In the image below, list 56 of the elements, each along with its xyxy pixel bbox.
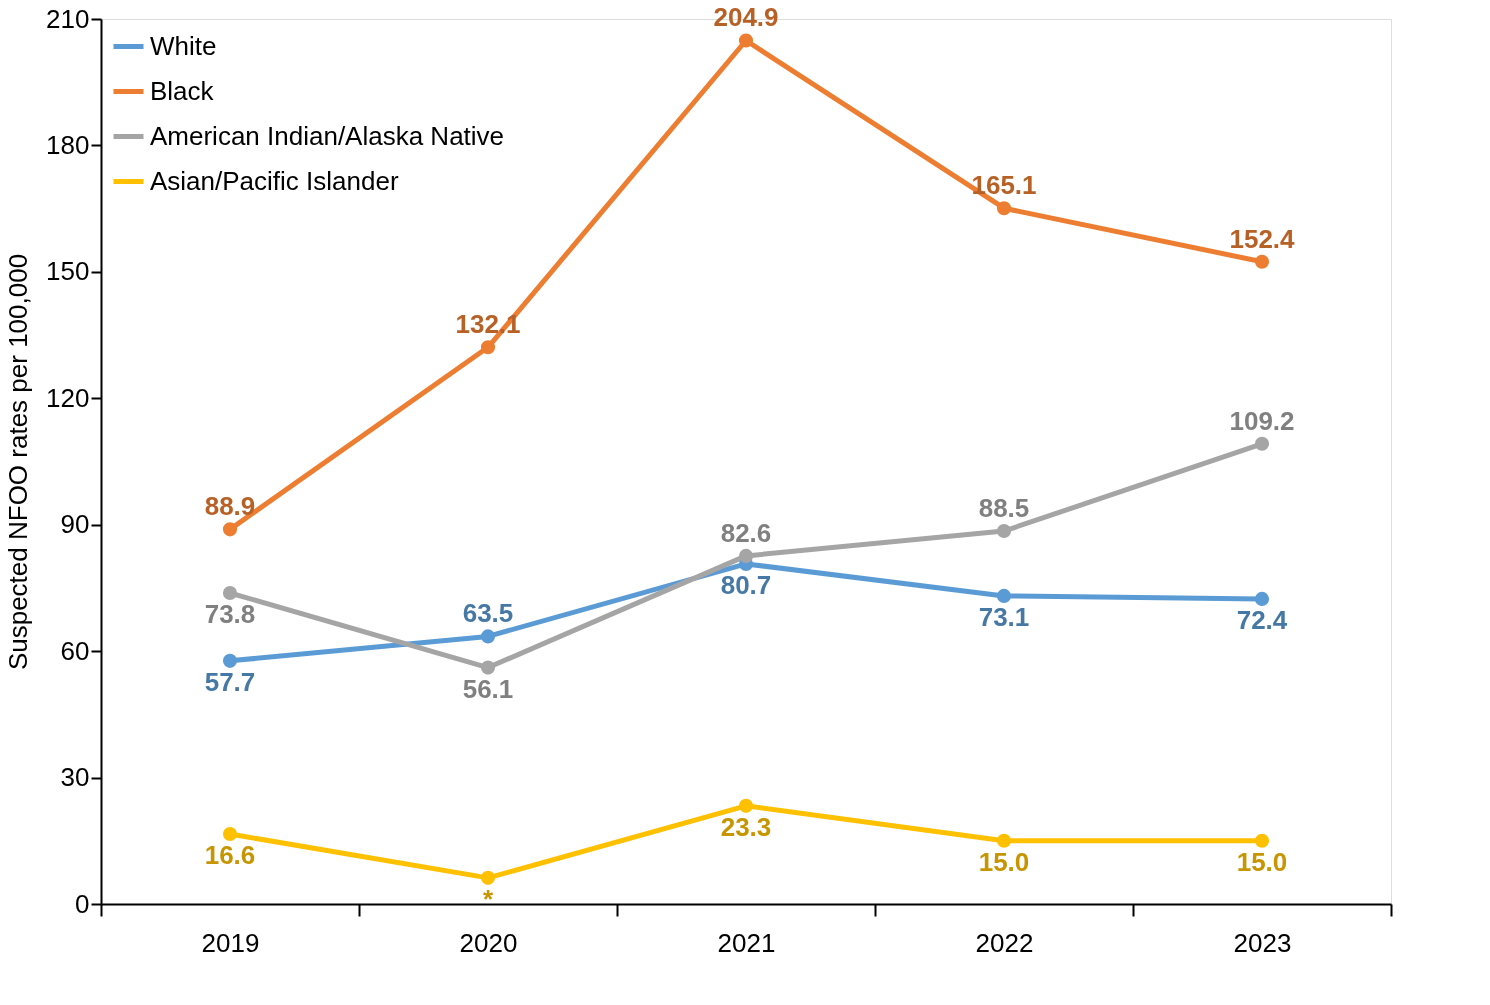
data-label: 72.4 xyxy=(1236,604,1288,635)
y-tick-label: 90 xyxy=(60,509,90,540)
point xyxy=(222,585,238,601)
data-label: 16.6 xyxy=(204,840,256,871)
data-label: 82.6 xyxy=(720,517,772,548)
y-tick-label: 180 xyxy=(46,129,90,160)
data-label: 80.7 xyxy=(720,569,772,600)
y-tick-label: 30 xyxy=(60,762,90,793)
data-label: 73.8 xyxy=(204,598,256,629)
data-label: * xyxy=(482,883,494,914)
data-label: 63.5 xyxy=(462,598,514,629)
point xyxy=(996,833,1012,848)
data-label: 109.2 xyxy=(1229,405,1295,436)
point xyxy=(1254,591,1270,606)
data-label: 15.0 xyxy=(1236,846,1288,877)
y-tick-label: 0 xyxy=(75,888,90,919)
x-tick-label: 2020 xyxy=(459,927,518,958)
point xyxy=(738,33,754,48)
y-tick-label: 120 xyxy=(46,382,90,413)
point xyxy=(222,522,238,537)
point xyxy=(222,826,238,842)
legend-label: White xyxy=(150,30,217,61)
data-label: 15.0 xyxy=(978,846,1030,877)
y-tick-label: 210 xyxy=(46,3,90,34)
point xyxy=(480,870,496,885)
point xyxy=(738,548,754,563)
point xyxy=(1254,254,1270,269)
x-tick-label: 2019 xyxy=(201,927,260,958)
data-label: 73.1 xyxy=(978,601,1030,632)
data-label: 56.1 xyxy=(462,673,514,704)
point xyxy=(1254,436,1270,451)
legend-label: Black xyxy=(150,75,215,106)
point xyxy=(996,201,1012,216)
x-tick-label: 2023 xyxy=(1233,927,1292,958)
data-label: 88.5 xyxy=(978,493,1030,524)
data-label: 165.1 xyxy=(971,170,1037,201)
data-label: 204.9 xyxy=(713,2,779,33)
point xyxy=(996,588,1012,603)
data-label: 57.7 xyxy=(204,666,256,697)
y-tick-label: 60 xyxy=(60,635,90,666)
legend-label: Asian/Pacific Islander xyxy=(150,165,399,196)
data-label: 152.4 xyxy=(1229,223,1296,254)
y-tick-label: 150 xyxy=(46,256,90,287)
legend-label: American Indian/Alaska Native xyxy=(150,120,505,151)
point xyxy=(480,340,496,355)
point xyxy=(996,523,1012,539)
x-tick-label: 2022 xyxy=(975,927,1034,958)
x-tick-label: 2021 xyxy=(717,927,776,958)
point xyxy=(738,798,754,813)
point xyxy=(480,660,496,675)
y-axis-title: Suspected NFOO rates per 100,000 xyxy=(3,253,34,671)
point xyxy=(480,629,496,644)
point xyxy=(222,653,238,668)
data-label: 23.3 xyxy=(720,811,772,842)
data-label: 88.9 xyxy=(204,491,256,522)
point xyxy=(1254,833,1270,848)
